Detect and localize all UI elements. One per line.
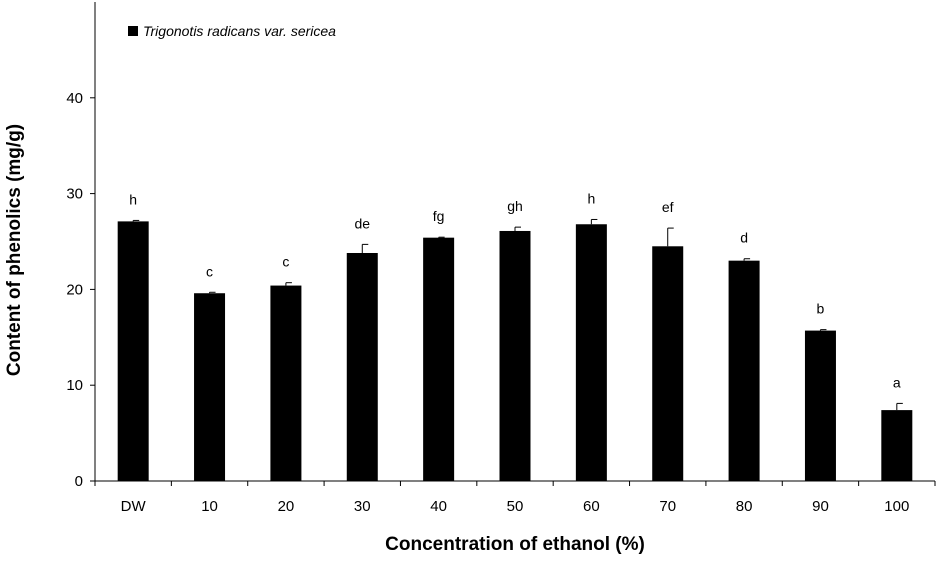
significance-label: gh — [507, 198, 523, 214]
x-tick-label: 80 — [736, 498, 753, 515]
legend: Trigonotis radicans var. sericea — [128, 23, 336, 39]
x-tick-label: 60 — [583, 498, 600, 515]
y-tick-label: 0 — [75, 473, 83, 490]
significance-label: de — [354, 215, 370, 231]
significance-label: fg — [433, 208, 445, 224]
x-tick-label: 20 — [278, 498, 295, 515]
x-axis: DW 10 20 30 40 50 60 70 80 90 100 — [94, 480, 936, 515]
x-tick-label: 90 — [812, 498, 829, 515]
y-tick-label: 40 — [66, 90, 83, 107]
significance-label: b — [817, 301, 825, 317]
y-tick-label: 30 — [66, 186, 83, 203]
bar — [575, 224, 607, 482]
significance-label: c — [206, 263, 213, 279]
y-axis: 0 10 20 30 40 — [66, 2, 96, 490]
y-axis-title: Content of phenolics (mg/g) — [4, 124, 25, 376]
bar — [194, 293, 226, 481]
significance-label: ef — [662, 199, 674, 215]
bar — [881, 410, 913, 481]
significance-label: c — [282, 254, 289, 270]
x-tick-label: DW — [121, 498, 147, 515]
significance-label: a — [893, 374, 901, 390]
bar — [652, 246, 684, 481]
bar — [728, 260, 760, 481]
significance-label: h — [129, 191, 137, 207]
significance-label: d — [740, 230, 748, 246]
bar — [117, 221, 149, 481]
legend-swatch — [128, 26, 138, 36]
bar — [346, 252, 378, 481]
x-axis-title: Concentration of ethanol (%) — [385, 534, 645, 555]
error-bars — [132, 218, 903, 411]
bar — [804, 330, 836, 481]
x-tick-label: 30 — [354, 498, 371, 515]
y-tick-label: 20 — [66, 281, 83, 298]
x-tick-label: 70 — [659, 498, 676, 515]
bars — [117, 221, 913, 482]
significance-label: h — [587, 190, 595, 206]
significance-labels: h c c de fg gh h ef d b a — [129, 190, 901, 390]
y-tick-label: 10 — [66, 377, 83, 394]
bar — [270, 285, 302, 481]
bar — [423, 237, 455, 481]
bar — [499, 230, 531, 481]
x-tick-label: 50 — [507, 498, 524, 515]
legend-label: Trigonotis radicans var. sericea — [143, 23, 336, 39]
x-tick-label: 100 — [884, 498, 909, 515]
x-tick-label: 10 — [201, 498, 218, 515]
x-tick-label: 40 — [430, 498, 447, 515]
